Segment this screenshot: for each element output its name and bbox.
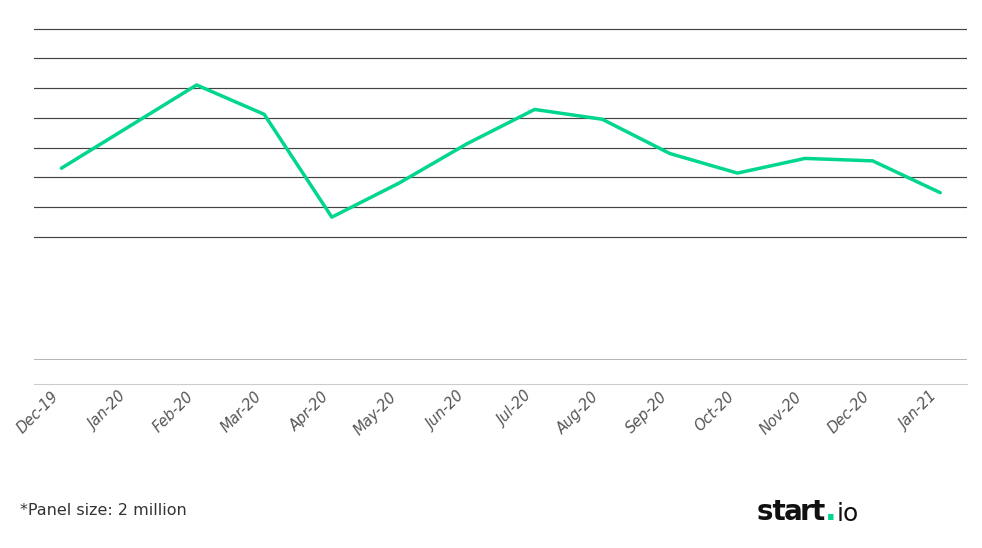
Text: r: r — [799, 498, 813, 526]
Text: t: t — [812, 498, 825, 526]
Text: a: a — [784, 498, 802, 526]
Text: *Panel size: 2 million: *Panel size: 2 million — [20, 503, 187, 518]
Text: st: st — [756, 498, 786, 526]
Text: io: io — [837, 502, 859, 526]
Text: .: . — [825, 497, 837, 526]
